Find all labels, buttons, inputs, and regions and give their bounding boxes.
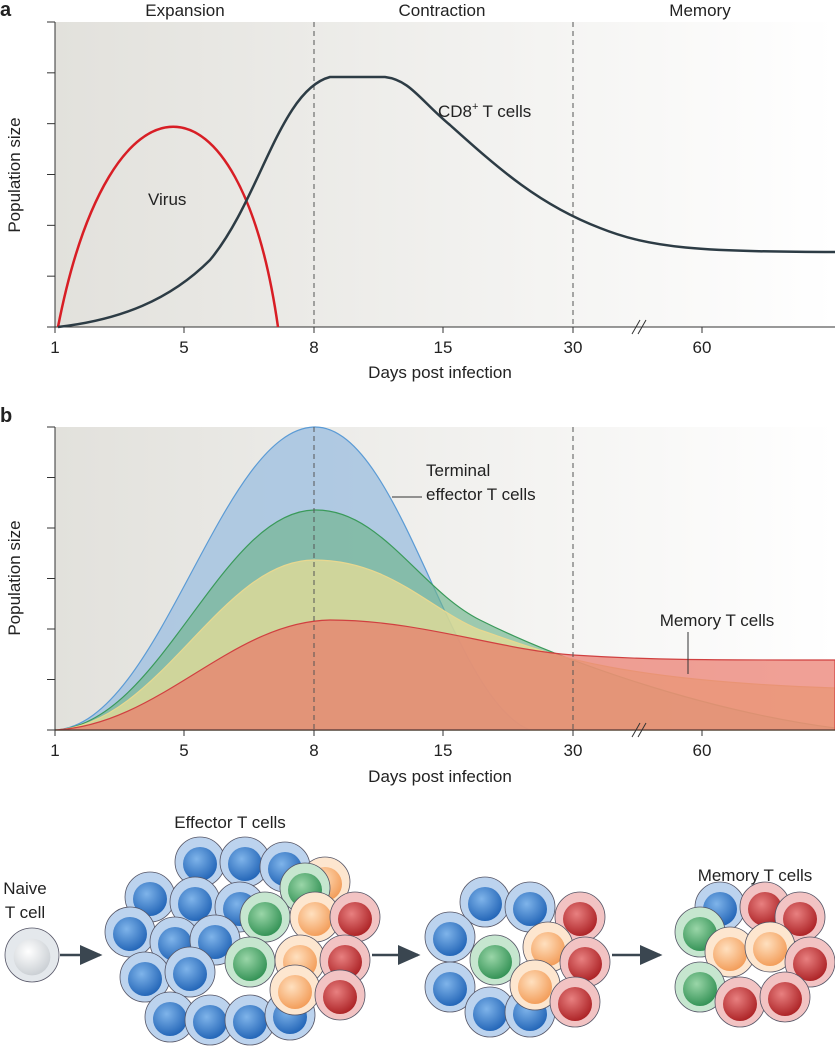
cell-nucleus <box>748 892 782 926</box>
memory-area <box>54 619 835 731</box>
cell-nucleus <box>178 887 212 921</box>
x-tick-label: 15 <box>434 338 453 357</box>
naive-label: T cell <box>5 903 45 922</box>
panel-letter: b <box>0 405 12 427</box>
phase-label: Memory <box>669 1 731 20</box>
cell-nucleus <box>768 982 802 1016</box>
x-tick-label: 60 <box>693 338 712 357</box>
cell-nucleus <box>323 980 357 1014</box>
x-tick-label: 8 <box>309 741 318 760</box>
cell-nucleus <box>713 937 747 971</box>
cd8-label: CD8+ T cells <box>438 101 531 121</box>
axis-break <box>631 722 647 738</box>
plot-background <box>55 22 835 327</box>
cell-nucleus <box>128 962 162 996</box>
cell-nucleus <box>568 947 602 981</box>
panel-letter: a <box>0 0 12 21</box>
panel-a: a Expansion Contraction Memory Virus CD8… <box>0 0 835 382</box>
naive-label: Naive <box>3 879 46 898</box>
cell-nucleus <box>513 892 547 926</box>
cell-nucleus <box>531 932 565 966</box>
x-tick-label: 1 <box>50 741 59 760</box>
cd8-curve <box>57 75 835 329</box>
phase-label: Expansion <box>145 1 224 20</box>
y-axis-label: Population size <box>5 520 24 635</box>
cell-nucleus <box>468 887 502 921</box>
y-axis-label: Population size <box>5 117 24 232</box>
cell-nucleus <box>278 975 312 1009</box>
panel-b: b Terminal effector T cells Memory T cel… <box>0 405 835 786</box>
cells <box>4 836 835 1046</box>
cell-nucleus <box>153 1002 187 1036</box>
x-tick-label: 1 <box>50 338 59 357</box>
x-tick-label: 30 <box>564 741 583 760</box>
x-tick-label: 5 <box>179 338 188 357</box>
cell-nucleus <box>338 902 372 936</box>
cell-nucleus <box>198 925 232 959</box>
terminal-label: effector T cells <box>426 485 536 504</box>
axis-break <box>631 319 647 335</box>
cell-nucleus <box>783 902 817 936</box>
cell-nucleus <box>13 938 51 976</box>
cell-nucleus <box>433 972 467 1006</box>
x-tick-label: 8 <box>309 338 318 357</box>
cell-nucleus <box>248 902 282 936</box>
cell-nucleus <box>793 947 827 981</box>
cell-nucleus <box>133 882 167 916</box>
cell-nucleus <box>563 902 597 936</box>
memory-label: Memory T cells <box>698 866 813 885</box>
cell-nucleus <box>193 1005 227 1039</box>
terminal-label: Terminal <box>426 461 490 480</box>
x-tick-label: 60 <box>693 741 712 760</box>
cell-nucleus <box>723 987 757 1021</box>
cell-nucleus <box>228 847 262 881</box>
virus-curve <box>56 125 280 328</box>
effector-label: Effector T cells <box>174 813 286 832</box>
phase-label: Contraction <box>399 1 486 20</box>
cell-nucleus <box>518 970 552 1004</box>
cell-nucleus <box>233 1005 267 1039</box>
virus-label: Virus <box>148 190 186 209</box>
cell-nucleus <box>473 997 507 1031</box>
cell-nucleus <box>173 957 207 991</box>
cell-nucleus <box>433 922 467 956</box>
cell-nucleus <box>298 902 332 936</box>
cell-nucleus <box>183 847 217 881</box>
cell-nucleus <box>478 945 512 979</box>
memory-label: Memory T cells <box>660 611 775 630</box>
x-axis-label: Days post infection <box>368 363 512 382</box>
cell-nucleus <box>753 932 787 966</box>
cell-nucleus <box>683 972 717 1006</box>
x-tick-label: 5 <box>179 741 188 760</box>
cell-nucleus <box>558 987 592 1021</box>
x-tick-label: 30 <box>564 338 583 357</box>
cell-nucleus <box>113 917 147 951</box>
cell-diagram: Naive T cell Effector T cells Memory T c… <box>3 813 835 1046</box>
cell-nucleus <box>233 947 267 981</box>
x-tick-label: 15 <box>434 741 453 760</box>
x-axis-label: Days post infection <box>368 767 512 786</box>
